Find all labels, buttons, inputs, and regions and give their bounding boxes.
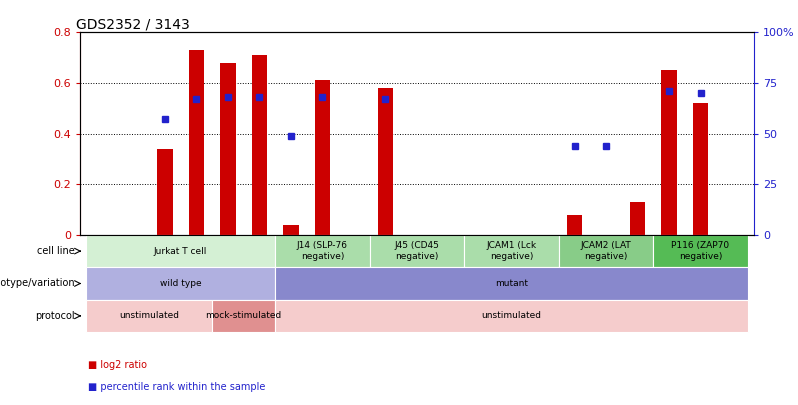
Bar bbox=[314, 81, 330, 235]
Bar bbox=[157, 149, 172, 235]
Text: P116 (ZAP70
negative): P116 (ZAP70 negative) bbox=[671, 241, 729, 261]
Bar bbox=[275, 300, 748, 332]
Bar bbox=[369, 235, 464, 267]
Text: mock-stimulated: mock-stimulated bbox=[206, 311, 282, 320]
Bar bbox=[188, 50, 204, 235]
Text: unstimulated: unstimulated bbox=[119, 311, 179, 320]
Text: ■ percentile rank within the sample: ■ percentile rank within the sample bbox=[88, 382, 265, 392]
Bar bbox=[212, 300, 275, 332]
Bar bbox=[693, 103, 709, 235]
Text: GDS2352 / 3143: GDS2352 / 3143 bbox=[77, 17, 190, 31]
Text: cell line: cell line bbox=[38, 246, 75, 256]
Bar bbox=[630, 202, 646, 235]
Bar bbox=[86, 300, 212, 332]
Text: J45 (CD45
negative): J45 (CD45 negative) bbox=[394, 241, 440, 261]
Text: unstimulated: unstimulated bbox=[481, 311, 542, 320]
Bar bbox=[251, 55, 267, 235]
Bar bbox=[662, 70, 677, 235]
Text: JCAM2 (LAT
negative): JCAM2 (LAT negative) bbox=[581, 241, 631, 261]
Bar bbox=[86, 267, 275, 300]
Bar bbox=[567, 215, 583, 235]
Text: Jurkat T cell: Jurkat T cell bbox=[154, 247, 207, 256]
Text: mutant: mutant bbox=[495, 279, 528, 288]
Text: genotype/variation: genotype/variation bbox=[0, 279, 75, 288]
Text: wild type: wild type bbox=[160, 279, 201, 288]
Bar bbox=[654, 235, 748, 267]
Bar bbox=[559, 235, 654, 267]
Bar bbox=[220, 63, 235, 235]
Text: ■ log2 ratio: ■ log2 ratio bbox=[88, 360, 147, 369]
Bar bbox=[283, 225, 298, 235]
Bar bbox=[275, 235, 369, 267]
Bar bbox=[377, 88, 393, 235]
Text: JCAM1 (Lck
negative): JCAM1 (Lck negative) bbox=[487, 241, 536, 261]
Bar bbox=[86, 235, 275, 267]
Text: J14 (SLP-76
negative): J14 (SLP-76 negative) bbox=[297, 241, 348, 261]
Text: protocol: protocol bbox=[35, 311, 75, 321]
Bar bbox=[464, 235, 559, 267]
Bar bbox=[275, 267, 748, 300]
